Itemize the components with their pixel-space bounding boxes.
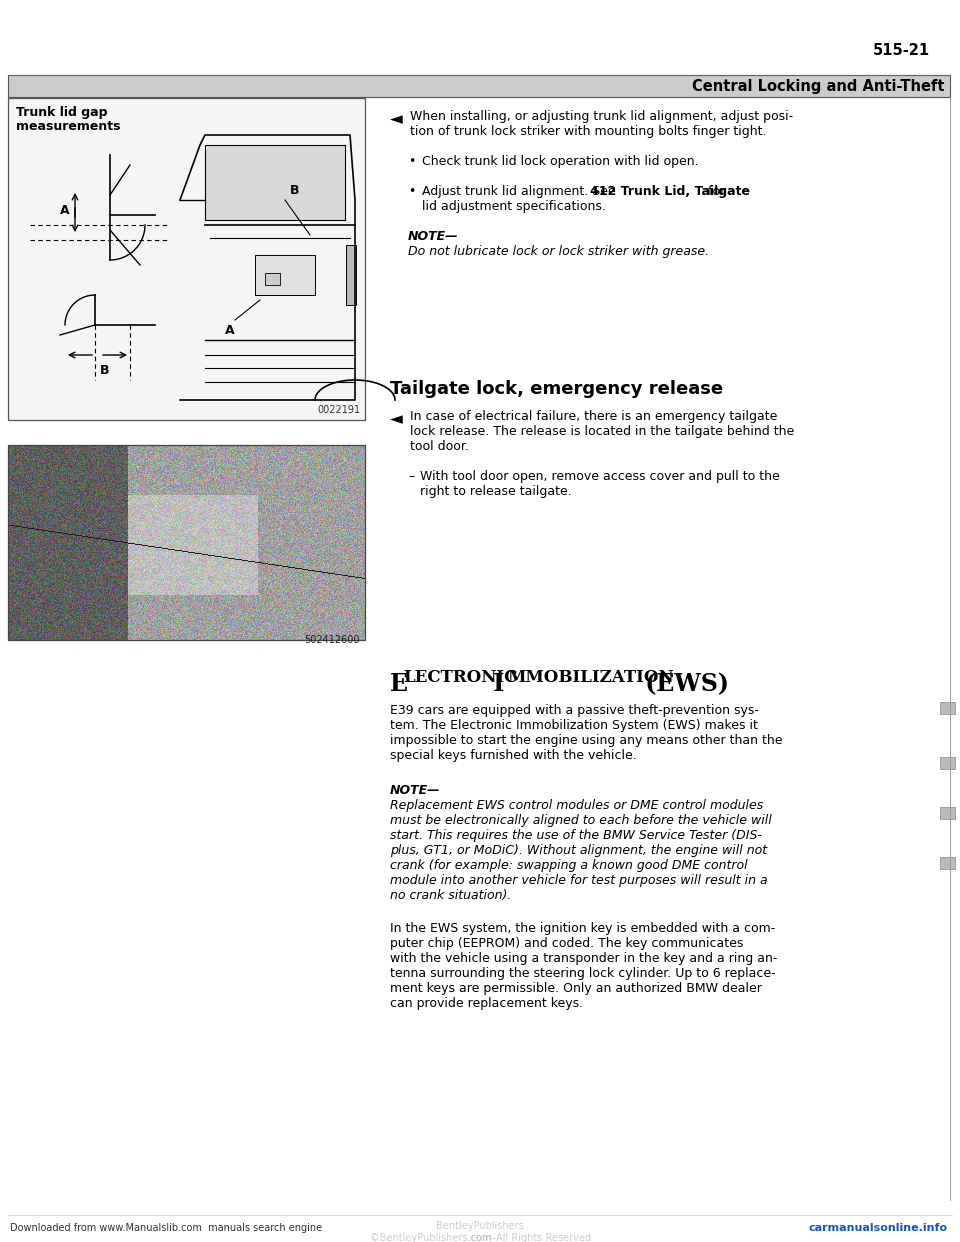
- Text: MMOBILIZATION: MMOBILIZATION: [507, 669, 674, 686]
- Text: tem. The Electronic Immobilization System (EWS) makes it: tem. The Electronic Immobilization Syste…: [390, 719, 757, 732]
- Bar: [940, 702, 955, 714]
- Bar: [8, 445, 365, 640]
- Text: 502412600: 502412600: [304, 635, 360, 645]
- Bar: [265, 273, 280, 284]
- Text: lid adjustment specifications.: lid adjustment specifications.: [422, 200, 606, 212]
- Text: module into another vehicle for test purposes will result in a: module into another vehicle for test pur…: [390, 874, 768, 887]
- Text: In the EWS system, the ignition key is embedded with a com-: In the EWS system, the ignition key is e…: [390, 922, 776, 935]
- Text: special keys furnished with the vehicle.: special keys furnished with the vehicle.: [390, 749, 636, 763]
- Text: for: for: [704, 185, 725, 197]
- Text: NOTE—: NOTE—: [408, 230, 459, 243]
- Text: measurements: measurements: [16, 120, 121, 133]
- Bar: [8, 75, 950, 97]
- Text: BentleyPublishers
.com: BentleyPublishers .com: [436, 1221, 524, 1242]
- Text: with the vehicle using a transponder in the key and a ring an-: with the vehicle using a transponder in …: [390, 953, 778, 965]
- Text: ment keys are permissible. Only an authorized BMW dealer: ment keys are permissible. Only an autho…: [390, 982, 762, 995]
- Text: ©BentleyPublishers.com–All Rights Reserved: ©BentleyPublishers.com–All Rights Reserv…: [370, 1233, 590, 1242]
- Text: –: –: [408, 469, 415, 483]
- Text: tion of trunk lock striker with mounting bolts finger tight.: tion of trunk lock striker with mounting…: [410, 125, 766, 138]
- Text: A: A: [60, 204, 70, 216]
- Text: Replacement EWS control modules or DME control modules: Replacement EWS control modules or DME c…: [390, 799, 763, 812]
- Bar: [940, 857, 955, 869]
- Text: When installing, or adjusting trunk lid alignment, adjust posi-: When installing, or adjusting trunk lid …: [410, 111, 793, 123]
- Text: (EWS): (EWS): [637, 672, 729, 696]
- Text: I: I: [485, 672, 504, 696]
- Text: crank (for example: swapping a known good DME control: crank (for example: swapping a known goo…: [390, 859, 748, 872]
- Text: B: B: [290, 184, 300, 196]
- Text: •: •: [408, 155, 416, 168]
- Text: start. This requires the use of the BMW Service Tester (DIS-: start. This requires the use of the BMW …: [390, 828, 762, 842]
- Text: ◄: ◄: [390, 410, 403, 428]
- Bar: [940, 758, 955, 769]
- Text: no crank situation).: no crank situation).: [390, 889, 512, 902]
- Text: Check trunk lid lock operation with lid open.: Check trunk lid lock operation with lid …: [422, 155, 699, 168]
- Text: NOTE—: NOTE—: [390, 784, 441, 797]
- Text: 412 Trunk Lid, Tailgate: 412 Trunk Lid, Tailgate: [590, 185, 750, 197]
- Text: Downloaded from www.Manualslib.com  manuals search engine: Downloaded from www.Manualslib.com manua…: [10, 1223, 323, 1233]
- Text: 0022191: 0022191: [317, 405, 360, 415]
- Text: E: E: [390, 672, 408, 696]
- Bar: [255, 255, 315, 296]
- Text: Central Locking and Anti-Theft: Central Locking and Anti-Theft: [692, 78, 945, 93]
- Bar: [8, 98, 365, 420]
- Text: In case of electrical failure, there is an emergency tailgate: In case of electrical failure, there is …: [410, 410, 778, 424]
- Text: puter chip (EEPROM) and coded. The key communicates: puter chip (EEPROM) and coded. The key c…: [390, 936, 743, 950]
- Text: LECTRONIC: LECTRONIC: [403, 669, 517, 686]
- Text: Adjust trunk lid alignment. See: Adjust trunk lid alignment. See: [422, 185, 620, 197]
- Text: B: B: [100, 364, 109, 376]
- Text: tenna surrounding the steering lock cylinder. Up to 6 replace-: tenna surrounding the steering lock cyli…: [390, 968, 776, 980]
- Text: Do not lubricate lock or lock striker with grease.: Do not lubricate lock or lock striker wi…: [408, 245, 709, 258]
- Text: tool door.: tool door.: [410, 440, 468, 453]
- Text: carmanualsonline.info: carmanualsonline.info: [809, 1223, 948, 1233]
- Text: A: A: [225, 323, 234, 337]
- Bar: [346, 245, 356, 306]
- Text: Tailgate lock, emergency release: Tailgate lock, emergency release: [390, 380, 723, 397]
- Text: plus, GT1, or MoDiC). Without alignment, the engine will not: plus, GT1, or MoDiC). Without alignment,…: [390, 845, 767, 857]
- Text: ◄: ◄: [390, 111, 403, 128]
- Text: lock release. The release is located in the tailgate behind the: lock release. The release is located in …: [410, 425, 794, 438]
- Text: can provide replacement keys.: can provide replacement keys.: [390, 997, 583, 1010]
- Bar: [205, 145, 345, 220]
- Text: 515-21: 515-21: [873, 43, 930, 58]
- Bar: [940, 807, 955, 818]
- Text: Trunk lid gap: Trunk lid gap: [16, 106, 108, 119]
- Text: •: •: [408, 185, 416, 197]
- Text: must be electronically aligned to each before the vehicle will: must be electronically aligned to each b…: [390, 814, 772, 827]
- Text: E39 cars are equipped with a passive theft-prevention sys-: E39 cars are equipped with a passive the…: [390, 704, 758, 717]
- Text: impossible to start the engine using any means other than the: impossible to start the engine using any…: [390, 734, 782, 746]
- Text: right to release tailgate.: right to release tailgate.: [420, 484, 572, 498]
- Text: With tool door open, remove access cover and pull to the: With tool door open, remove access cover…: [420, 469, 780, 483]
